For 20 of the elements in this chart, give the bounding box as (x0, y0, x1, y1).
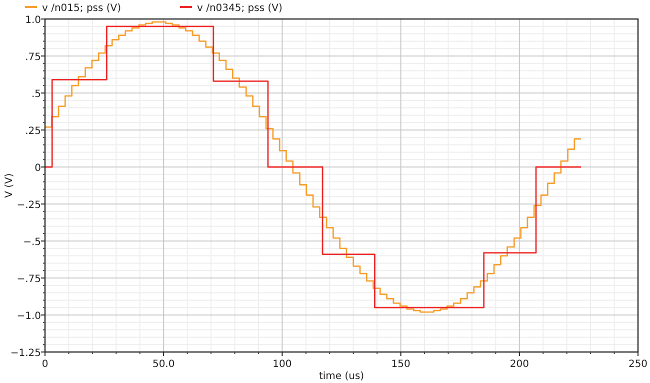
y-tick-label: −1.25 (10, 348, 41, 359)
y-tick-label: .25 (25, 126, 41, 137)
x-tick-label: 50.0 (152, 359, 175, 370)
x-axis-title: time (us) (318, 371, 364, 382)
x-tick-label: 100 (272, 359, 292, 370)
y-axis-title: V (V) (4, 173, 15, 198)
legend-label: v /n0345; pss (V) (197, 3, 282, 14)
x-tick-label: 200 (510, 359, 529, 370)
x-tick-label: 0 (42, 359, 48, 370)
y-tick-label: −.5 (23, 237, 41, 248)
y-tick-label: 1.0 (25, 15, 41, 26)
y-tick-label: .75 (25, 52, 41, 63)
x-tick-label: 150 (391, 359, 410, 370)
y-tick-label: −.25 (16, 200, 41, 211)
legend-label: v /n015; pss (V) (42, 3, 122, 14)
x-tick-label: 250 (628, 359, 648, 370)
y-tick-label: −1.0 (16, 311, 41, 322)
y-tick-label: −.75 (16, 274, 41, 285)
y-tick-label: 0 (34, 163, 41, 174)
y-tick-label: .5 (31, 89, 41, 100)
